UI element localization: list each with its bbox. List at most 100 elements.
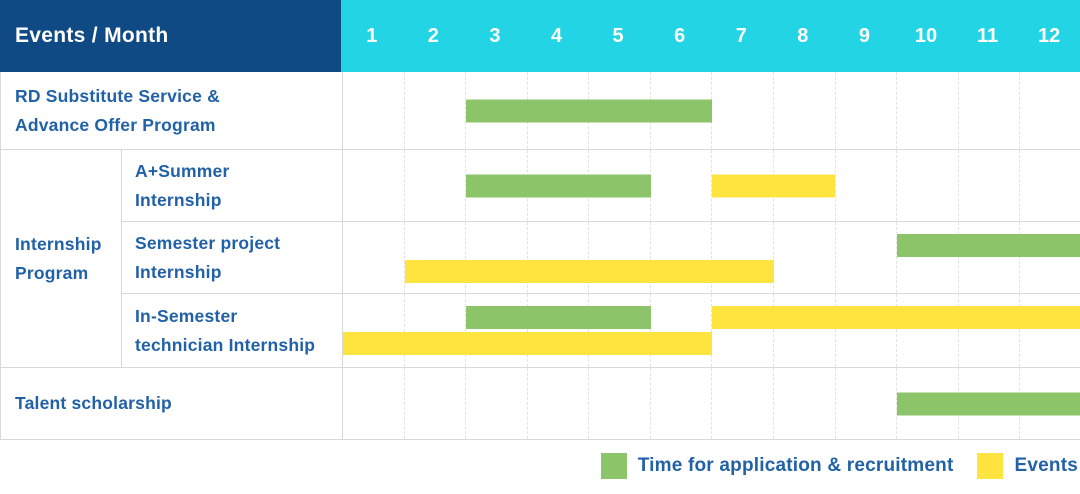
month-column <box>1020 222 1080 293</box>
month-column <box>343 294 405 367</box>
month-column <box>589 368 651 439</box>
month-header-cell: 8 <box>797 24 809 47</box>
month-column <box>897 72 959 149</box>
month-column <box>466 368 528 439</box>
month-column <box>712 72 775 149</box>
month-column <box>343 72 405 149</box>
legend-label: Time for application & recruitment <box>637 455 954 476</box>
month-column <box>774 368 836 439</box>
month-column <box>774 222 836 293</box>
month-column <box>589 222 651 293</box>
month-column <box>897 294 959 367</box>
application-green-swatch-icon <box>600 453 627 479</box>
table-body: RD Substitute Service & Advance Offer Pr… <box>0 72 1080 440</box>
month-column <box>1020 72 1080 149</box>
month-column <box>959 150 1021 221</box>
row-label-line: Semester project <box>135 232 281 253</box>
legend-label: Events <box>1014 455 1078 476</box>
gantt-bar-events <box>343 332 712 355</box>
month-column <box>528 294 590 367</box>
legend-item-events: Events <box>977 453 1078 479</box>
month-column <box>774 72 836 149</box>
gantt-bar-application <box>466 306 651 329</box>
month-header-cell: 7 <box>735 24 747 47</box>
month-column <box>589 294 651 367</box>
month-column <box>405 294 467 367</box>
chart-row-a-plus-summer <box>342 150 1080 222</box>
row-label-line: A+Summer <box>135 160 230 181</box>
table-header-row: Events / Month 1 2 3 4 5 6 7 8 9 10 11 12 <box>0 0 1080 72</box>
month-header-cell: 2 <box>427 24 439 47</box>
chart-legend: Time for application & recruitment Event… <box>600 453 1078 479</box>
month-column <box>712 222 775 293</box>
month-column <box>836 294 898 367</box>
month-column <box>343 150 405 221</box>
row-label-line: In-Semester <box>135 305 238 326</box>
month-column <box>651 368 713 439</box>
month-column <box>651 150 713 221</box>
month-column <box>836 72 898 149</box>
events-month-table: Events / Month 1 2 3 4 5 6 7 8 9 10 11 12 RD Substi… <box>0 0 1080 440</box>
gantt-bar-application <box>896 392 1080 415</box>
month-column <box>405 368 467 439</box>
month-column <box>959 294 1021 367</box>
row-label-line: technician Internship <box>135 334 316 355</box>
month-column <box>651 222 713 293</box>
row-label-in-semester-technician: In-Semester technician Internship <box>121 294 342 368</box>
month-column <box>1020 294 1080 367</box>
month-header-strip: 1 2 3 4 5 6 7 8 9 10 11 12 <box>341 0 1080 72</box>
row-label-line: Internship <box>135 261 222 282</box>
month-column <box>405 222 467 293</box>
chart-row-in-semester-technician <box>342 294 1080 368</box>
month-header-cell: 9 <box>858 24 870 47</box>
month-header-cell: 5 <box>612 24 624 47</box>
month-column <box>712 368 775 439</box>
gantt-bar-events <box>712 306 1080 329</box>
month-header-cell: 1 <box>366 24 378 47</box>
month-column <box>405 72 467 149</box>
gantt-bar-events <box>404 260 774 283</box>
chart-row-semester-project <box>342 222 1080 294</box>
month-header-cell: 3 <box>489 24 501 47</box>
month-column <box>836 368 898 439</box>
gantt-bar-application <box>466 174 651 197</box>
header-title: Events / Month <box>15 24 169 47</box>
month-column <box>528 222 590 293</box>
month-gridlines <box>343 294 1080 367</box>
row-label-talent-scholarship: Talent scholarship <box>1 368 342 440</box>
chart-row-talent-scholarship <box>342 368 1080 440</box>
events-yellow-swatch-icon <box>977 453 1004 479</box>
month-column <box>959 222 1021 293</box>
row-label-line: Talent scholarship <box>15 393 172 413</box>
gantt-bar-application <box>896 234 1080 257</box>
legend-item-application: Time for application & recruitment <box>600 453 954 479</box>
month-column <box>405 150 467 221</box>
group-label-line: Internship <box>15 233 102 254</box>
row-label-line: RD Substitute Service & <box>15 85 220 106</box>
month-column <box>466 294 528 367</box>
month-header-cell: 11 <box>976 24 999 47</box>
chart-row-rd-substitute <box>342 72 1080 150</box>
gantt-bar-application <box>466 99 712 122</box>
month-column <box>466 222 528 293</box>
row-label-line: Advance Offer Program <box>15 114 216 135</box>
row-label-line: Internship <box>135 189 222 210</box>
month-column <box>343 222 405 293</box>
month-column <box>836 222 898 293</box>
gantt-bar-events <box>712 174 835 197</box>
month-column <box>528 368 590 439</box>
month-header-cell: 6 <box>674 24 686 47</box>
month-header-cell: 10 <box>914 24 938 47</box>
row-label-rd-substitute: RD Substitute Service & Advance Offer Pr… <box>1 72 342 150</box>
month-column <box>774 150 836 221</box>
events-month-header-cell: Events / Month <box>0 0 341 72</box>
row-label-a-plus-summer: A+Summer Internship <box>121 150 342 222</box>
month-column <box>774 294 836 367</box>
month-column <box>959 72 1021 149</box>
month-header-cell: 12 <box>1038 24 1061 47</box>
month-column <box>897 150 959 221</box>
month-column <box>651 294 713 367</box>
month-column <box>836 150 898 221</box>
month-column <box>343 368 405 439</box>
